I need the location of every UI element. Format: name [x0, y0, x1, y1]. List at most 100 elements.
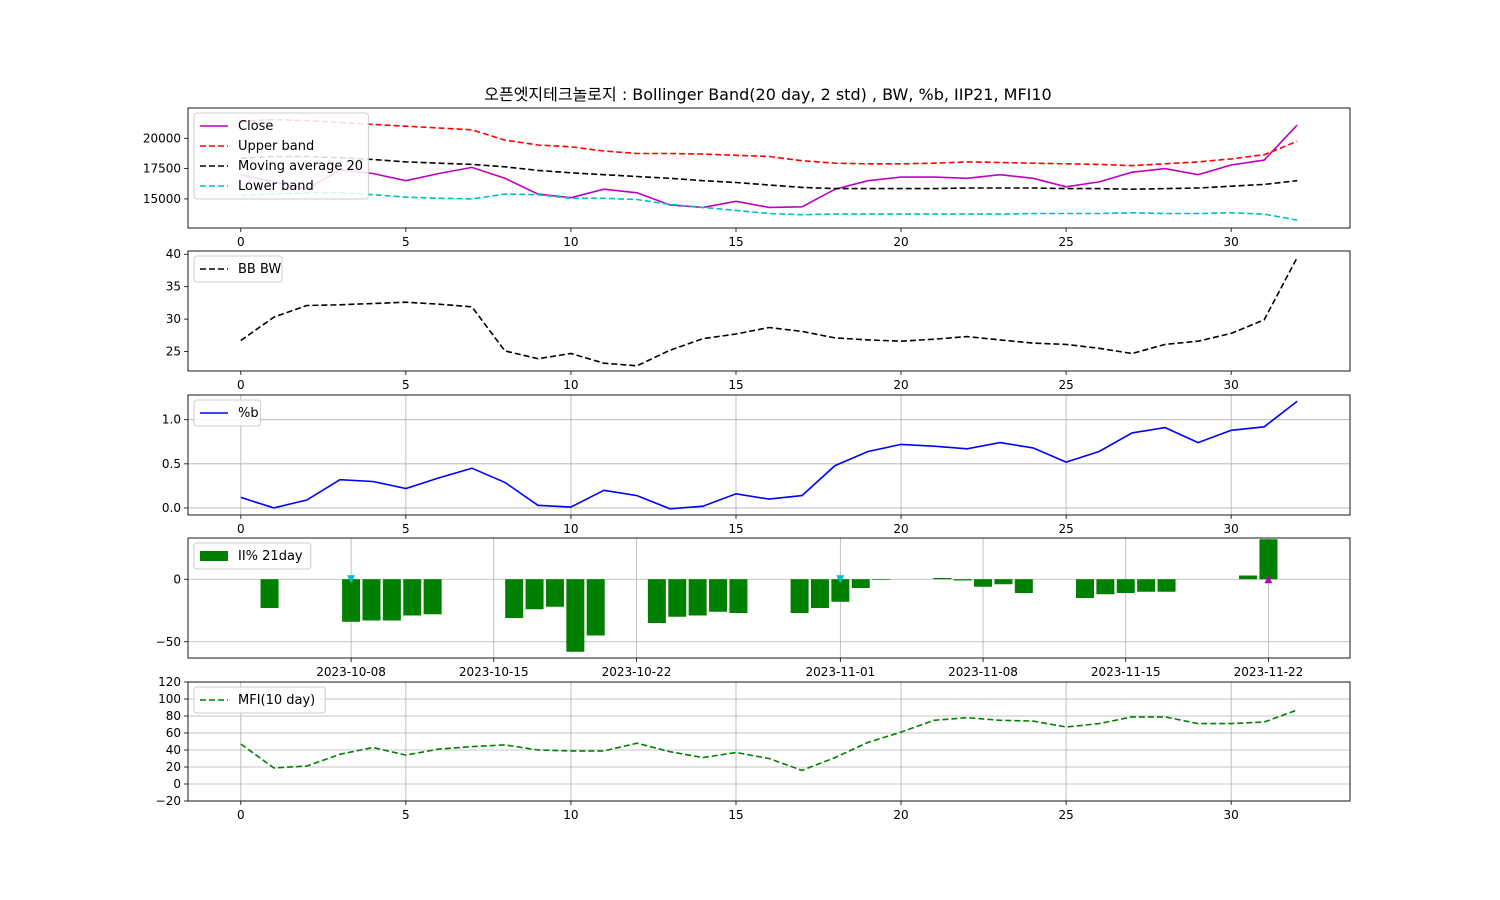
panel-3: 0 5 10 15 20 25 30 0.0 0.5 1.0 %b [162, 394, 1351, 536]
panel-1: 0 5 10 15 20 25 30 15000 17500 20000 Close Upper ba… [143, 107, 1351, 249]
x-tick-label: 5 [402, 235, 410, 249]
axes-frame [187, 394, 1351, 516]
legend-label: MFI(10 day) [238, 693, 315, 708]
x-tick-label: 2023-11-08 [948, 665, 1018, 679]
y-tick-label: −50 [156, 635, 181, 649]
series-line [240, 400, 1298, 510]
x-tick-label: 25 [1058, 378, 1073, 392]
x-tick-label: 5 [402, 378, 410, 392]
legend-label: %b [238, 406, 259, 421]
axes-frame [187, 107, 1351, 229]
plot-area [240, 400, 1298, 510]
bar [1116, 579, 1135, 593]
x-tick-label: 2023-10-08 [316, 665, 386, 679]
y-tick-label: 60 [166, 726, 181, 740]
bar [362, 579, 381, 621]
bar [382, 579, 401, 621]
legend: %b [193, 399, 261, 427]
bar [545, 579, 564, 607]
x-tick-label: 25 [1058, 808, 1073, 822]
x-tick-label: 30 [1224, 808, 1239, 822]
x-tick-label: 25 [1058, 235, 1073, 249]
bar [1075, 579, 1094, 598]
legend-label: Upper band [238, 139, 314, 154]
x-tick-label: 0 [237, 522, 245, 536]
x-tick-label: 20 [893, 522, 908, 536]
legend-swatch [200, 551, 228, 561]
plot-area [240, 257, 1298, 367]
legend-box [193, 255, 283, 283]
legend: BB BW [193, 255, 283, 283]
axes-frame [187, 681, 1351, 802]
bar [647, 579, 666, 623]
bar [260, 579, 279, 608]
axes-frame [187, 537, 1351, 659]
x-tick-label: 0 [237, 808, 245, 822]
signal-marker [836, 575, 845, 584]
bar [953, 579, 972, 581]
bar [709, 579, 728, 612]
x-tick-label: 20 [893, 235, 908, 249]
bar [729, 579, 748, 613]
bar [872, 579, 891, 580]
x-tick-label: 0 [237, 235, 245, 249]
bar [566, 579, 585, 652]
x-tick-label: 0 [237, 378, 245, 392]
bar [1239, 575, 1258, 580]
y-tick-label: 20000 [143, 131, 181, 145]
legend-label: Moving average 20 [238, 159, 363, 174]
x-tick-label: 2023-11-15 [1091, 665, 1161, 679]
x-tick-label: 5 [402, 808, 410, 822]
legend-label: II% 21day [238, 549, 303, 564]
bar [525, 579, 544, 610]
legend-box [193, 686, 326, 714]
x-tick-label: 15 [728, 522, 743, 536]
y-tick-label: 17500 [143, 162, 181, 176]
y-tick-label: 0.0 [162, 501, 181, 515]
bar [1137, 579, 1156, 592]
legend-box [193, 542, 312, 570]
y-tick-label: 15000 [143, 192, 181, 206]
bar [933, 578, 952, 580]
x-tick-label: 30 [1224, 522, 1239, 536]
bar [831, 579, 850, 602]
series-line [240, 709, 1298, 772]
legend-box [193, 112, 369, 200]
x-tick-label: 2023-10-22 [602, 665, 672, 679]
x-tick-label: 25 [1058, 522, 1073, 536]
series-line [240, 118, 1298, 167]
x-tick-label: 10 [563, 522, 578, 536]
x-tick-label: 20 [893, 378, 908, 392]
y-tick-label: 35 [166, 280, 181, 294]
series-line [240, 124, 1298, 209]
plot-area [240, 118, 1298, 221]
y-tick-label: 80 [166, 709, 181, 723]
x-tick-label: 10 [563, 808, 578, 822]
y-tick-label: 1.0 [162, 413, 181, 427]
x-tick-label: 2023-11-22 [1234, 665, 1304, 679]
bar [1157, 579, 1176, 592]
bar [1096, 579, 1115, 595]
bar [851, 579, 870, 588]
y-tick-label: 25 [166, 345, 181, 359]
bar [810, 579, 829, 608]
y-tick-label: 30 [166, 312, 181, 326]
x-tick-label: 5 [402, 522, 410, 536]
signal-marker [347, 575, 356, 584]
legend-label: BB BW [238, 262, 281, 277]
bar [505, 579, 524, 618]
axes-frame [187, 250, 1351, 372]
legend: MFI(10 day) [193, 686, 326, 714]
bar [974, 579, 993, 587]
y-tick-label: 40 [166, 743, 181, 757]
bar [994, 579, 1013, 585]
y-tick-label: 0 [173, 572, 181, 586]
y-tick-label: 40 [166, 247, 181, 261]
bar [1259, 539, 1278, 580]
bar [586, 579, 605, 636]
panel-5: 0 5 10 15 20 25 30 −20 0 20 40 60 80 100 120 MFI(10 day… [156, 675, 1351, 822]
bar [423, 579, 442, 615]
series-line [240, 155, 1298, 191]
signal-marker [1264, 575, 1273, 584]
plot-area [260, 539, 1278, 652]
